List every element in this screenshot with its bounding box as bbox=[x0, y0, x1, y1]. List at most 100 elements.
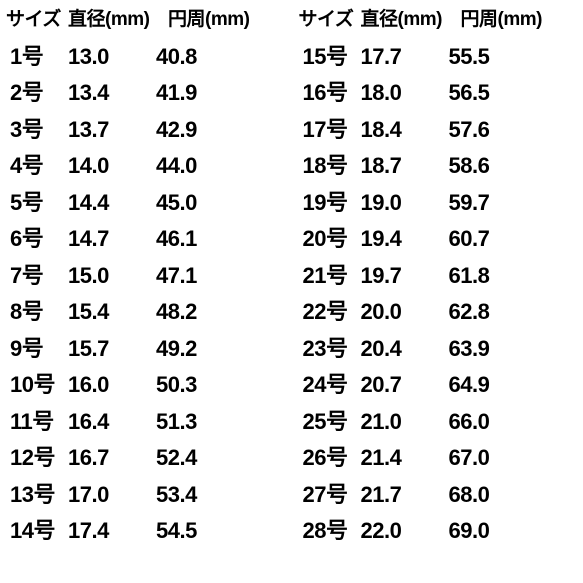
header-circumference: 円周(mm) bbox=[168, 8, 268, 33]
cell-size: 18号 bbox=[299, 148, 361, 185]
cell-circumference: 67.0 bbox=[449, 440, 537, 477]
cell-circumference: 51.3 bbox=[156, 404, 244, 441]
cell-size: 24号 bbox=[299, 367, 361, 404]
left-table: サイズ 直径(mm) 円周(mm) 1号13.040.82号13.441.93号… bbox=[6, 8, 285, 550]
cell-size: 25号 bbox=[299, 404, 361, 441]
cell-circumference: 46.1 bbox=[156, 221, 244, 258]
table-row: 21号19.761.8 bbox=[299, 258, 578, 295]
table-row: 18号18.758.6 bbox=[299, 148, 578, 185]
header-size: サイズ bbox=[299, 8, 361, 33]
cell-diameter: 18.7 bbox=[361, 148, 449, 185]
cell-size: 2号 bbox=[6, 75, 68, 112]
cell-circumference: 59.7 bbox=[449, 185, 537, 222]
cell-circumference: 57.6 bbox=[449, 112, 537, 149]
cell-diameter: 13.0 bbox=[68, 39, 156, 76]
table-row: 22号20.062.8 bbox=[299, 294, 578, 331]
cell-diameter: 20.4 bbox=[361, 331, 449, 368]
cell-size: 15号 bbox=[299, 39, 361, 76]
cell-circumference: 60.7 bbox=[449, 221, 537, 258]
table-row: 8号15.448.2 bbox=[6, 294, 285, 331]
cell-circumference: 40.8 bbox=[156, 39, 244, 76]
cell-circumference: 55.5 bbox=[449, 39, 537, 76]
table-row: 25号21.066.0 bbox=[299, 404, 578, 441]
table-row: 9号15.749.2 bbox=[6, 331, 285, 368]
table-header: サイズ 直径(mm) 円周(mm) bbox=[6, 8, 285, 33]
cell-circumference: 64.9 bbox=[449, 367, 537, 404]
cell-diameter: 14.0 bbox=[68, 148, 156, 185]
cell-size: 11号 bbox=[6, 404, 68, 441]
cell-diameter: 16.7 bbox=[68, 440, 156, 477]
cell-diameter: 19.0 bbox=[361, 185, 449, 222]
cell-size: 8号 bbox=[6, 294, 68, 331]
cell-circumference: 45.0 bbox=[156, 185, 244, 222]
cell-circumference: 44.0 bbox=[156, 148, 244, 185]
cell-circumference: 62.8 bbox=[449, 294, 537, 331]
cell-size: 16号 bbox=[299, 75, 361, 112]
table-row: 28号22.069.0 bbox=[299, 513, 578, 550]
cell-diameter: 14.7 bbox=[68, 221, 156, 258]
cell-circumference: 41.9 bbox=[156, 75, 244, 112]
cell-size: 23号 bbox=[299, 331, 361, 368]
cell-circumference: 56.5 bbox=[449, 75, 537, 112]
table-row: 15号17.755.5 bbox=[299, 39, 578, 76]
ring-size-tables: サイズ 直径(mm) 円周(mm) 1号13.040.82号13.441.93号… bbox=[6, 8, 577, 550]
cell-diameter: 21.4 bbox=[361, 440, 449, 477]
cell-diameter: 20.0 bbox=[361, 294, 449, 331]
cell-diameter: 15.7 bbox=[68, 331, 156, 368]
cell-diameter: 14.4 bbox=[68, 185, 156, 222]
cell-diameter: 17.0 bbox=[68, 477, 156, 514]
cell-diameter: 20.7 bbox=[361, 367, 449, 404]
cell-size: 21号 bbox=[299, 258, 361, 295]
cell-size: 13号 bbox=[6, 477, 68, 514]
table-row: 20号19.460.7 bbox=[299, 221, 578, 258]
cell-size: 1号 bbox=[6, 39, 68, 76]
cell-circumference: 42.9 bbox=[156, 112, 244, 149]
table-row: 12号16.752.4 bbox=[6, 440, 285, 477]
cell-size: 20号 bbox=[299, 221, 361, 258]
cell-circumference: 61.8 bbox=[449, 258, 537, 295]
table-row: 17号18.457.6 bbox=[299, 112, 578, 149]
table-row: 14号17.454.5 bbox=[6, 513, 285, 550]
table-row: 24号20.764.9 bbox=[299, 367, 578, 404]
cell-size: 19号 bbox=[299, 185, 361, 222]
cell-diameter: 16.4 bbox=[68, 404, 156, 441]
table-row: 6号14.746.1 bbox=[6, 221, 285, 258]
cell-circumference: 52.4 bbox=[156, 440, 244, 477]
table-row: 4号14.044.0 bbox=[6, 148, 285, 185]
cell-size: 27号 bbox=[299, 477, 361, 514]
cell-diameter: 21.0 bbox=[361, 404, 449, 441]
cell-diameter: 19.7 bbox=[361, 258, 449, 295]
header-circumference: 円周(mm) bbox=[461, 8, 561, 33]
table-row: 1号13.040.8 bbox=[6, 39, 285, 76]
cell-size: 17号 bbox=[299, 112, 361, 149]
cell-circumference: 53.4 bbox=[156, 477, 244, 514]
cell-circumference: 47.1 bbox=[156, 258, 244, 295]
cell-size: 12号 bbox=[6, 440, 68, 477]
table-row: 19号19.059.7 bbox=[299, 185, 578, 222]
cell-size: 3号 bbox=[6, 112, 68, 149]
table-row: 13号17.053.4 bbox=[6, 477, 285, 514]
cell-size: 9号 bbox=[6, 331, 68, 368]
cell-diameter: 21.7 bbox=[361, 477, 449, 514]
cell-diameter: 13.4 bbox=[68, 75, 156, 112]
table-row: 23号20.463.9 bbox=[299, 331, 578, 368]
table-row: 11号16.451.3 bbox=[6, 404, 285, 441]
cell-size: 26号 bbox=[299, 440, 361, 477]
cell-circumference: 48.2 bbox=[156, 294, 244, 331]
cell-size: 14号 bbox=[6, 513, 68, 550]
cell-circumference: 63.9 bbox=[449, 331, 537, 368]
cell-diameter: 22.0 bbox=[361, 513, 449, 550]
cell-circumference: 50.3 bbox=[156, 367, 244, 404]
table-row: 7号15.047.1 bbox=[6, 258, 285, 295]
table-header: サイズ 直径(mm) 円周(mm) bbox=[299, 8, 578, 33]
table-row: 10号16.050.3 bbox=[6, 367, 285, 404]
cell-diameter: 13.7 bbox=[68, 112, 156, 149]
table-row: 3号13.742.9 bbox=[6, 112, 285, 149]
table-row: 2号13.441.9 bbox=[6, 75, 285, 112]
cell-diameter: 16.0 bbox=[68, 367, 156, 404]
cell-circumference: 49.2 bbox=[156, 331, 244, 368]
cell-size: 28号 bbox=[299, 513, 361, 550]
table-row: 16号18.056.5 bbox=[299, 75, 578, 112]
cell-size: 7号 bbox=[6, 258, 68, 295]
header-diameter: 直径(mm) bbox=[361, 8, 461, 33]
